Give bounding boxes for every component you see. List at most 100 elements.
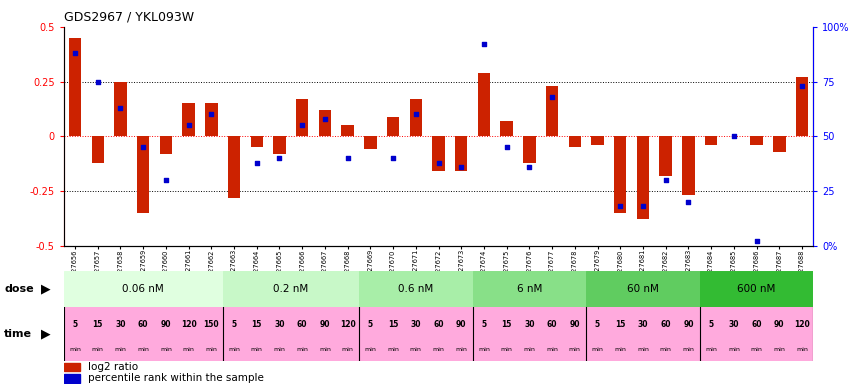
- Text: 60: 60: [547, 320, 557, 329]
- Bar: [591, 136, 604, 145]
- Bar: [546, 86, 559, 136]
- Bar: [767, 307, 790, 361]
- Bar: [473, 307, 495, 361]
- Text: min: min: [69, 347, 81, 352]
- Text: 90: 90: [570, 320, 580, 329]
- Text: ▶: ▶: [41, 328, 50, 341]
- Text: 5: 5: [481, 320, 486, 329]
- Bar: [132, 307, 155, 361]
- Bar: [773, 136, 785, 152]
- Bar: [473, 271, 586, 307]
- Text: 30: 30: [524, 320, 535, 329]
- Bar: [313, 307, 336, 361]
- Text: 30: 30: [411, 320, 421, 329]
- Text: 150: 150: [204, 320, 219, 329]
- Bar: [409, 99, 422, 136]
- Text: 0.06 nM: 0.06 nM: [122, 284, 164, 294]
- Point: [386, 155, 400, 161]
- Text: min: min: [364, 347, 376, 352]
- Text: log2 ratio: log2 ratio: [87, 362, 138, 372]
- Point: [477, 41, 491, 48]
- Text: ▶: ▶: [41, 283, 50, 295]
- Bar: [569, 136, 581, 147]
- Bar: [682, 136, 694, 195]
- Bar: [586, 307, 609, 361]
- Text: min: min: [410, 347, 422, 352]
- Text: 6 nM: 6 nM: [517, 284, 542, 294]
- Text: 5: 5: [709, 320, 714, 329]
- Point: [182, 122, 195, 128]
- Bar: [450, 307, 473, 361]
- Bar: [228, 136, 240, 198]
- Bar: [341, 125, 354, 136]
- Text: 90: 90: [456, 320, 466, 329]
- Text: 90: 90: [320, 320, 330, 329]
- Text: dose: dose: [4, 284, 34, 294]
- Text: 60: 60: [297, 320, 307, 329]
- Point: [682, 199, 695, 205]
- Text: 90: 90: [160, 320, 171, 329]
- Point: [159, 177, 172, 183]
- Text: 5: 5: [368, 320, 373, 329]
- Bar: [655, 307, 677, 361]
- Bar: [222, 271, 359, 307]
- Bar: [155, 307, 177, 361]
- Text: min: min: [592, 347, 604, 352]
- Bar: [160, 136, 172, 154]
- Point: [409, 111, 423, 118]
- Text: min: min: [455, 347, 467, 352]
- Text: 30: 30: [728, 320, 739, 329]
- Bar: [64, 362, 80, 371]
- Point: [454, 164, 468, 170]
- Bar: [700, 271, 813, 307]
- Bar: [427, 307, 450, 361]
- Bar: [564, 307, 586, 361]
- Text: 15: 15: [93, 320, 103, 329]
- Text: min: min: [706, 347, 717, 352]
- Text: min: min: [273, 347, 285, 352]
- Text: min: min: [319, 347, 331, 352]
- Text: min: min: [115, 347, 127, 352]
- Bar: [495, 307, 518, 361]
- Text: 90: 90: [683, 320, 694, 329]
- Bar: [110, 307, 132, 361]
- Text: 600 nM: 600 nM: [738, 284, 776, 294]
- Bar: [364, 136, 377, 149]
- Bar: [722, 307, 745, 361]
- Bar: [614, 136, 627, 213]
- Bar: [700, 307, 722, 361]
- Text: 5: 5: [595, 320, 600, 329]
- Bar: [677, 307, 700, 361]
- Point: [614, 203, 627, 209]
- Bar: [432, 136, 445, 171]
- Bar: [541, 307, 564, 361]
- Text: min: min: [796, 347, 808, 352]
- Text: 0.2 nM: 0.2 nM: [273, 284, 308, 294]
- Text: 0.6 nM: 0.6 nM: [398, 284, 434, 294]
- Text: 120: 120: [794, 320, 810, 329]
- Text: 15: 15: [251, 320, 262, 329]
- Point: [137, 144, 150, 150]
- Text: 5: 5: [232, 320, 237, 329]
- Bar: [609, 307, 632, 361]
- Point: [431, 159, 445, 166]
- Point: [545, 94, 559, 100]
- Bar: [205, 104, 217, 136]
- Bar: [404, 307, 427, 361]
- Text: min: min: [524, 347, 536, 352]
- Point: [250, 159, 263, 166]
- Bar: [296, 99, 308, 136]
- Text: min: min: [433, 347, 444, 352]
- Bar: [318, 110, 331, 136]
- Text: min: min: [683, 347, 694, 352]
- Bar: [790, 307, 813, 361]
- Text: min: min: [205, 347, 217, 352]
- Text: GDS2967 / YKL093W: GDS2967 / YKL093W: [64, 10, 194, 23]
- Point: [114, 105, 127, 111]
- Bar: [518, 307, 541, 361]
- Bar: [359, 271, 473, 307]
- Bar: [387, 117, 399, 136]
- Text: min: min: [250, 347, 262, 352]
- Point: [750, 238, 763, 245]
- Text: min: min: [501, 347, 513, 352]
